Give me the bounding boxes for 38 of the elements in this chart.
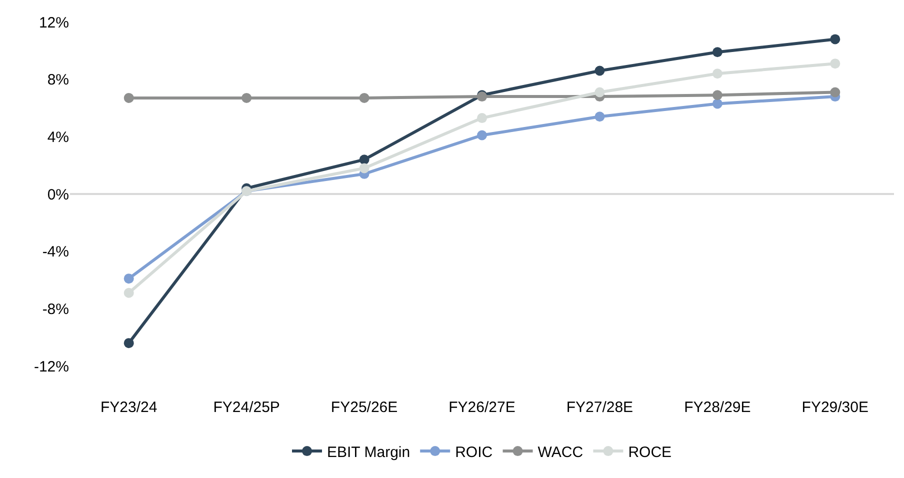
point xyxy=(830,58,840,69)
point xyxy=(594,87,605,98)
point xyxy=(712,98,722,109)
point xyxy=(124,274,134,284)
y-tick-label: 8% xyxy=(47,72,69,89)
y-tick-label: 4% xyxy=(47,128,69,146)
point xyxy=(124,92,134,103)
x-tick-label: FY29/30E xyxy=(802,399,868,416)
point xyxy=(712,68,722,79)
x-tick-label: FY25/26E xyxy=(330,399,398,416)
point xyxy=(124,288,134,298)
point xyxy=(124,338,134,348)
y-tick-label: 12% xyxy=(38,14,69,32)
y-tick-label: 0% xyxy=(47,186,69,204)
legend-label: ROIC xyxy=(455,444,493,461)
point xyxy=(359,163,370,174)
legend-label: ROCE xyxy=(628,444,672,461)
point xyxy=(477,113,487,124)
point xyxy=(830,87,840,98)
y-tick-label: -12% xyxy=(34,358,69,376)
x-tick-label: FY27/28E xyxy=(566,399,634,416)
legend-label: EBIT Margin xyxy=(327,444,410,461)
point xyxy=(242,92,252,103)
point xyxy=(359,92,370,103)
point xyxy=(830,34,840,44)
point xyxy=(712,47,722,58)
x-tick-label: FY28/29E xyxy=(684,399,751,416)
point xyxy=(712,90,722,100)
point xyxy=(594,66,605,76)
x-tick-label: FY26/27E xyxy=(448,399,516,416)
point xyxy=(594,112,605,122)
legend-label: WACC xyxy=(538,444,584,461)
point xyxy=(359,154,370,165)
y-tick-label: -8% xyxy=(42,300,69,318)
x-tick-label: FY24/25P xyxy=(213,399,280,416)
point xyxy=(477,130,487,140)
x-tick-label: FY23/24 xyxy=(100,399,158,416)
y-tick-label: -4% xyxy=(42,244,69,261)
